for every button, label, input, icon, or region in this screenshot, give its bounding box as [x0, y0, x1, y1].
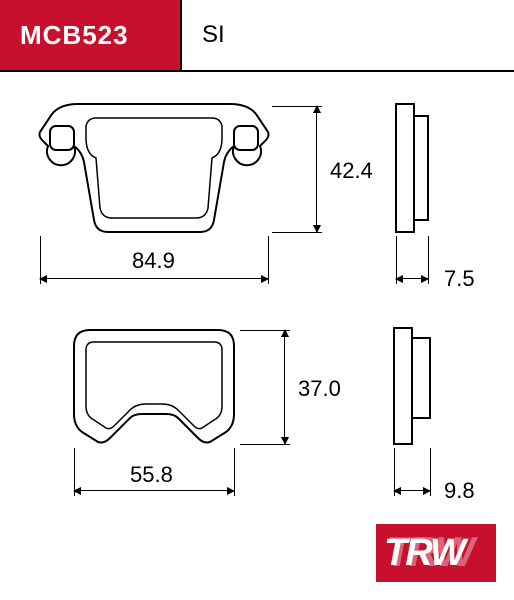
product-code-box: MCB523: [0, 0, 180, 70]
dim-top-thickness: 7.5: [444, 266, 475, 292]
brand-logo: TRW TRW: [376, 524, 496, 582]
variant-box: SI: [180, 0, 514, 70]
pad-bottom-side: [392, 326, 434, 446]
dim-line: [396, 278, 428, 279]
dim-line: [40, 278, 268, 279]
dim-top-width: 84.9: [132, 248, 175, 274]
product-code: MCB523: [20, 20, 129, 51]
header-bar: MCB523 SI: [0, 0, 514, 72]
dim-line: [74, 490, 234, 491]
pad-bottom-front: [70, 326, 238, 446]
dim-bottom-height: 37.0: [298, 376, 341, 402]
dim-line: [394, 490, 430, 491]
dim-line: [284, 330, 285, 444]
dim-line: [316, 106, 317, 232]
dim-bottom-thickness: 9.8: [444, 478, 475, 504]
variant-label: SI: [202, 21, 225, 49]
technical-diagram: 42.4 84.9 7.5 37.0 55.8 9.8 TRW TRW: [0, 72, 514, 600]
brand-logo-text: TRW: [384, 532, 464, 575]
pad-top-side: [394, 102, 432, 234]
pad-top-front: [38, 102, 270, 234]
dim-bottom-width: 55.8: [130, 462, 173, 488]
dim-top-height: 42.4: [330, 158, 373, 184]
